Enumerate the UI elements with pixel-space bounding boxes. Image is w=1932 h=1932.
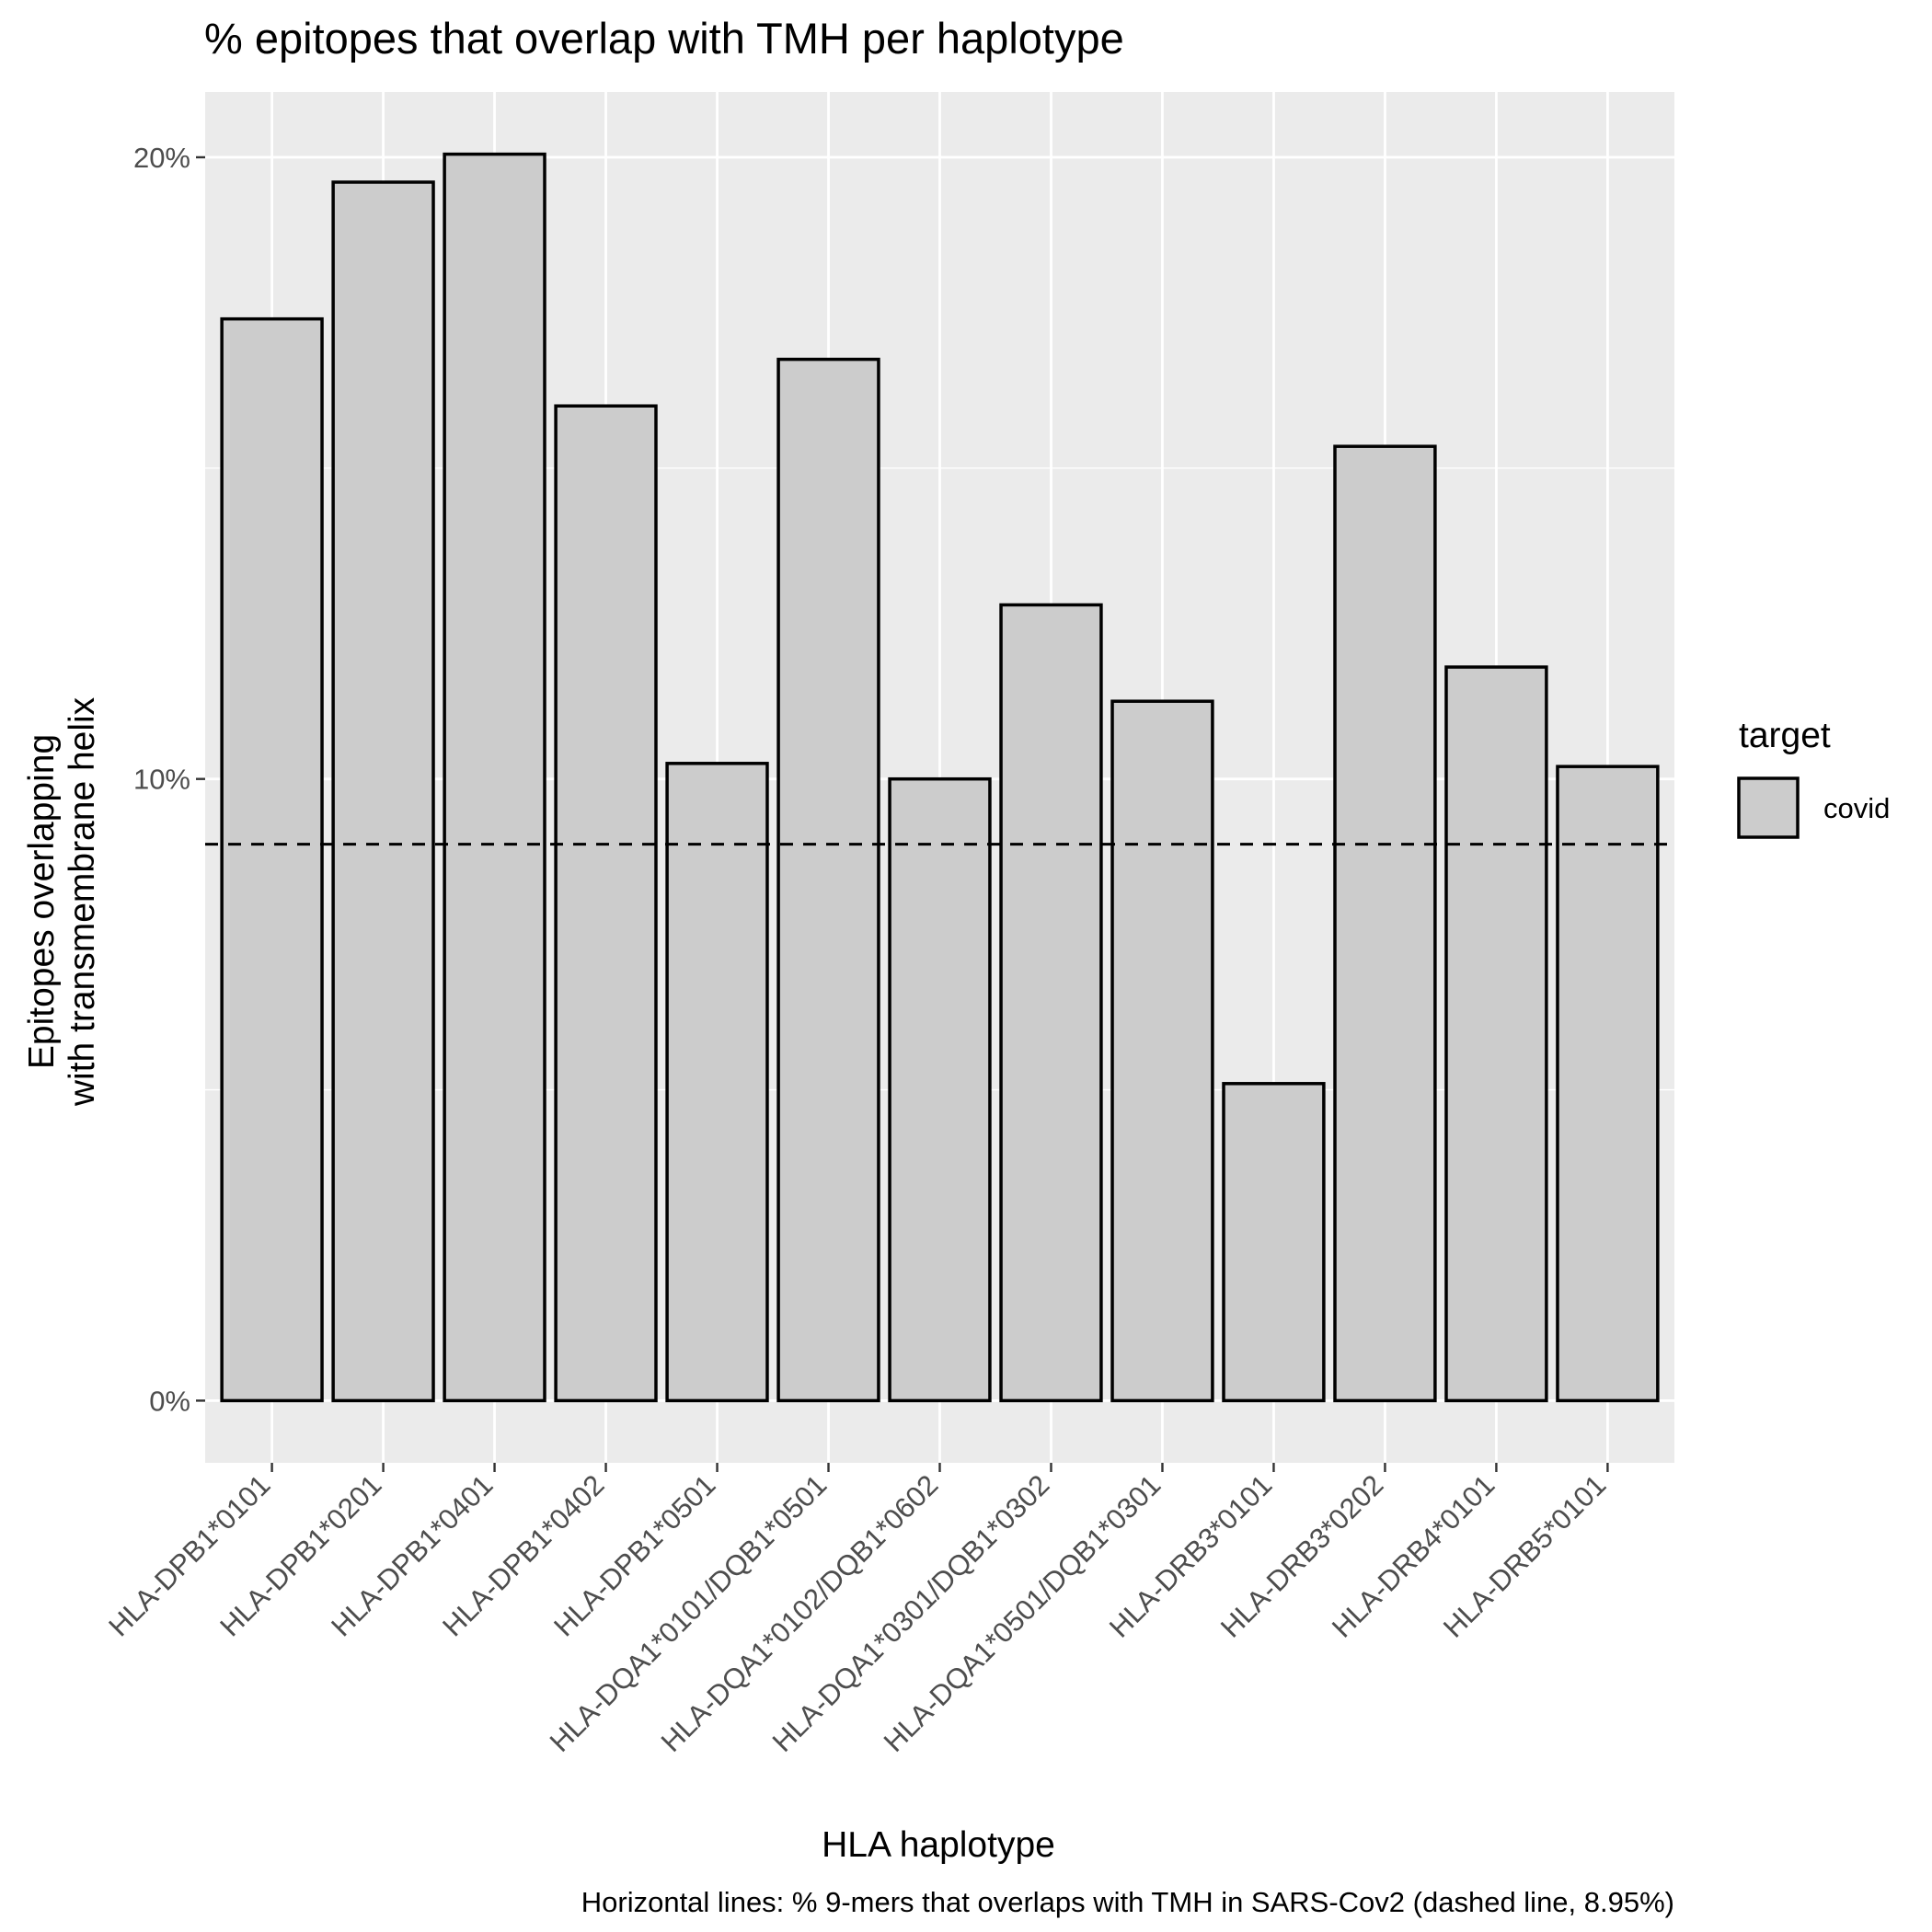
bar [1556,765,1660,1403]
bar [1110,699,1214,1403]
bar [331,180,435,1403]
y-axis-title-line-2: with transmembrane helix [63,696,102,1107]
y-tick-label: 0% [149,1385,190,1417]
bar [999,603,1103,1403]
y-axis-title-line-1: Epitopes overlapping [22,734,62,1069]
legend-title: target [1739,716,1831,755]
y-axis-title: Epitopes overlapping with transmembrane … [22,696,102,1107]
chart-caption: Horizontal lines: % 9-mers that overlaps… [581,1886,1674,1918]
legend-key-covid [1737,776,1800,839]
bar [443,152,546,1403]
bar [1333,444,1437,1403]
bar [554,404,658,1403]
y-tick-label: 20% [133,142,190,174]
bar [776,357,880,1403]
bar [888,776,992,1403]
bars [220,152,1660,1403]
legend: target covid [1737,716,1890,839]
chart-title: % epitopes that overlap with TMH per hap… [204,14,1124,63]
x-axis-title: HLA haplotype [822,1825,1055,1865]
bar [1444,665,1548,1403]
bar [220,316,324,1403]
legend-label-covid: covid [1823,792,1890,824]
y-tick-label: 10% [133,764,190,796]
bar [665,762,769,1403]
bar [1222,1082,1326,1403]
